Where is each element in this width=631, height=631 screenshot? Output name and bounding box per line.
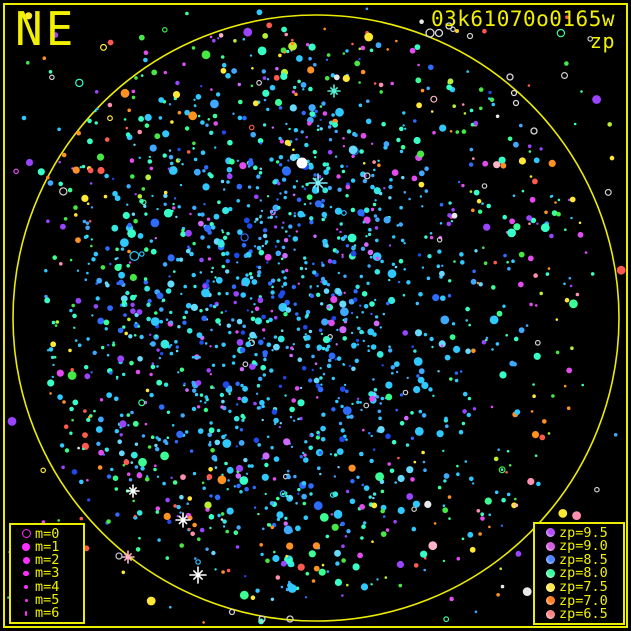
zp-color-dot-icon xyxy=(541,596,559,606)
zp-legend-row: zp=8.5 xyxy=(541,551,621,568)
zp-legend-row: zp=8.0 xyxy=(541,565,621,582)
m-legend-label: m=3 xyxy=(35,565,60,582)
zp-legend-row: zp=9.0 xyxy=(541,538,621,555)
m-marker-open-circle-icon xyxy=(17,529,35,539)
title-block: 03k61070o0165w zp xyxy=(430,7,615,53)
zp-legend-row: zp=6.5 xyxy=(541,606,621,623)
field-circle xyxy=(12,14,620,622)
m-legend-row: m=5 xyxy=(17,592,81,609)
m-legend-label: m=4 xyxy=(35,578,60,595)
m-legend-label: m=0 xyxy=(35,525,60,542)
magnitude-legend: m=0 m=1 m=2 m=3 m=4 m=5 m=6 xyxy=(9,523,85,624)
m-legend-label: m=1 xyxy=(35,538,60,555)
zp-legend-label: zp=7.0 xyxy=(559,592,608,609)
m-legend-label: m=6 xyxy=(35,605,60,622)
m-legend-row: m=1 xyxy=(17,538,81,555)
zp-legend-label: zp=7.5 xyxy=(559,579,608,596)
m-marker-filled-circle-icon xyxy=(17,542,35,551)
zp-legend: zp=9.5 zp=9.0 zp=8.5 zp=8.0 zp=7.5 zp=7.0 zp=6… xyxy=(533,522,625,625)
special-points xyxy=(8,22,538,623)
m-marker-filled-circle-icon xyxy=(17,598,35,602)
zp-color-dot-icon xyxy=(541,528,559,538)
m-marker-filled-circle-icon xyxy=(17,584,35,589)
zp-color-dot-icon xyxy=(541,582,559,592)
m-legend-row: m=2 xyxy=(17,552,81,569)
zp-legend-label: zp=9.0 xyxy=(559,538,608,555)
zp-legend-row: zp=9.5 xyxy=(541,524,621,541)
zp-color-dot-icon xyxy=(541,541,559,551)
zp-legend-label: zp=6.5 xyxy=(559,606,608,623)
m-marker-filled-circle-icon xyxy=(17,570,35,577)
m-marker-filled-circle-icon xyxy=(17,556,35,564)
scatter-points xyxy=(7,7,626,625)
m-legend-row: m=3 xyxy=(17,565,81,582)
zp-legend-row: zp=7.5 xyxy=(541,579,621,596)
m-legend-row: m=0 xyxy=(17,525,81,542)
plot-subtitle: zp xyxy=(589,29,615,53)
zp-color-dot-icon xyxy=(541,609,559,619)
m-legend-row: m=4 xyxy=(17,578,81,595)
zp-legend-row: zp=7.0 xyxy=(541,592,621,609)
zp-legend-label: zp=8.5 xyxy=(559,551,608,568)
plot-title: 03k61070o0165w xyxy=(430,7,615,31)
corner-label: NE xyxy=(15,2,77,56)
zp-color-dot-icon xyxy=(541,555,559,565)
zp-legend-label: zp=9.5 xyxy=(559,524,608,541)
m-legend-row: m=6 xyxy=(17,605,81,622)
m-marker-tick-icon xyxy=(17,610,35,616)
zp-legend-label: zp=8.0 xyxy=(559,565,608,582)
m-legend-label: m=5 xyxy=(35,592,60,609)
zp-color-dot-icon xyxy=(541,568,559,578)
m-legend-label: m=2 xyxy=(35,552,60,569)
